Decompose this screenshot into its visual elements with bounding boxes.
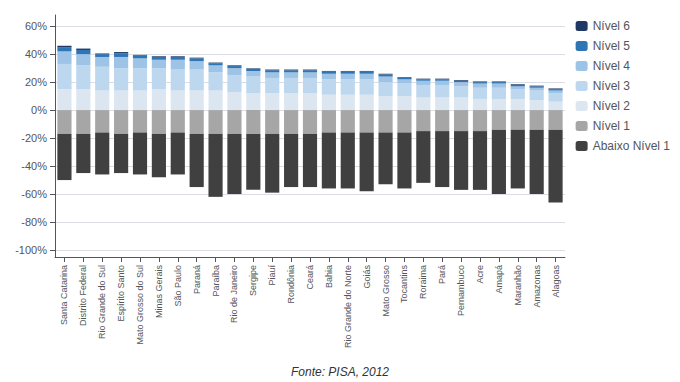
svg-text:Distrito Federal: Distrito Federal bbox=[78, 265, 88, 326]
svg-text:Nível 4: Nível 4 bbox=[593, 59, 631, 73]
svg-text:Pernambuco: Pernambuco bbox=[456, 265, 466, 316]
svg-text:Roraima: Roraima bbox=[418, 265, 428, 299]
svg-text:Bahia: Bahia bbox=[324, 265, 334, 288]
svg-text:Rio Grande do Norte: Rio Grande do Norte bbox=[343, 265, 353, 348]
svg-text:Santa Catarina: Santa Catarina bbox=[59, 265, 69, 325]
svg-text:-60%: -60% bbox=[21, 188, 47, 200]
svg-text:Espírito Santo: Espírito Santo bbox=[116, 265, 126, 322]
svg-text:Ceará: Ceará bbox=[305, 265, 315, 290]
svg-text:20%: 20% bbox=[25, 76, 47, 88]
svg-text:Nível 2: Nível 2 bbox=[593, 99, 631, 113]
svg-text:Rondônia: Rondônia bbox=[286, 265, 296, 304]
svg-text:Pará: Pará bbox=[437, 265, 447, 284]
svg-text:Fonte: PISA, 2012: Fonte: PISA, 2012 bbox=[291, 365, 389, 379]
svg-text:São Paulo: São Paulo bbox=[173, 265, 183, 307]
svg-text:Minas Gerais: Minas Gerais bbox=[154, 265, 164, 319]
svg-text:Nível 1: Nível 1 bbox=[593, 119, 631, 133]
svg-text:Amapá: Amapá bbox=[494, 265, 504, 294]
svg-text:0%: 0% bbox=[31, 104, 47, 116]
svg-text:Abaixo Nível 1: Abaixo Nível 1 bbox=[593, 139, 671, 153]
svg-text:Goiás: Goiás bbox=[362, 265, 372, 289]
svg-text:60%: 60% bbox=[25, 20, 47, 32]
svg-text:Mato Grosso do Sul: Mato Grosso do Sul bbox=[135, 265, 145, 345]
svg-text:Nível 6: Nível 6 bbox=[593, 19, 631, 33]
svg-text:40%: 40% bbox=[25, 48, 47, 60]
svg-text:Maranhão: Maranhão bbox=[513, 265, 523, 306]
svg-text:Piauí: Piauí bbox=[267, 265, 277, 286]
svg-text:Mato Grosso: Mato Grosso bbox=[381, 265, 391, 317]
svg-text:-20%: -20% bbox=[21, 132, 47, 144]
svg-text:Nível 3: Nível 3 bbox=[593, 79, 631, 93]
svg-text:Acre: Acre bbox=[475, 265, 485, 284]
svg-text:Sergipe: Sergipe bbox=[248, 265, 258, 296]
svg-text:Rio de Janeiro: Rio de Janeiro bbox=[229, 265, 239, 323]
svg-text:Nível 5: Nível 5 bbox=[593, 39, 631, 53]
svg-text:-100%: -100% bbox=[15, 244, 47, 256]
svg-text:Paraíba: Paraíba bbox=[211, 265, 221, 297]
svg-text:-40%: -40% bbox=[21, 160, 47, 172]
svg-text:Paraná: Paraná bbox=[192, 265, 202, 294]
svg-text:Alagoas: Alagoas bbox=[551, 265, 561, 298]
svg-text:Rio Grande do Sul: Rio Grande do Sul bbox=[97, 265, 107, 339]
svg-text:Amazonas: Amazonas bbox=[532, 265, 542, 308]
svg-text:Tocantins: Tocantins bbox=[399, 265, 409, 304]
svg-text:-80%: -80% bbox=[21, 216, 47, 228]
